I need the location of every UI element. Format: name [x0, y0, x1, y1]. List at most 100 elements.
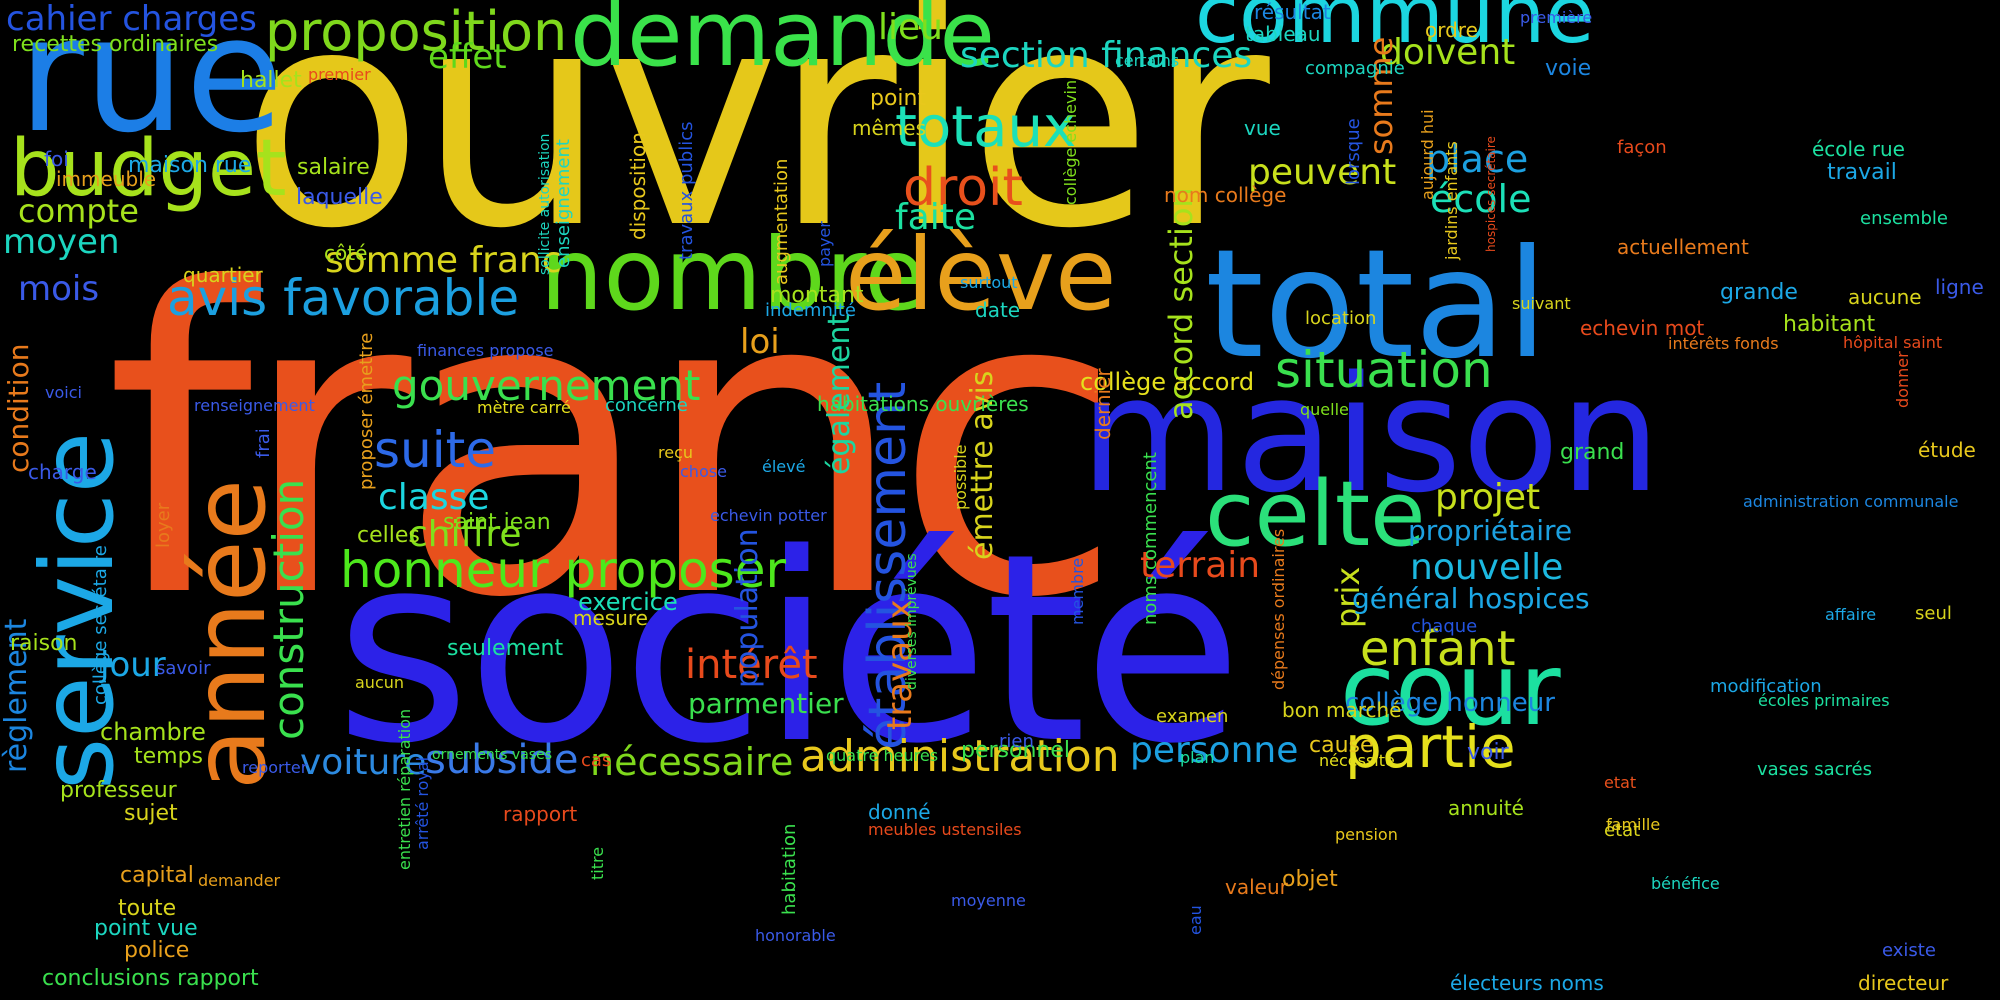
word: écoles primaires — [1758, 691, 1890, 710]
word: collège honneur — [1345, 688, 1555, 718]
word: hospices secrétaire — [1484, 136, 1498, 252]
word: travail — [1827, 160, 1897, 185]
word: vases sacrés — [1757, 759, 1872, 780]
word: place — [1426, 137, 1529, 181]
word: actuellement — [1617, 235, 1749, 259]
word: état — [1604, 820, 1641, 841]
word: franc — [105, 201, 1124, 690]
word: situation — [1275, 341, 1493, 399]
word: concerne — [605, 395, 688, 416]
word: payer — [815, 221, 834, 267]
word: résultat — [1254, 0, 1331, 24]
word: certains — [1115, 51, 1180, 70]
word: temps — [134, 744, 204, 769]
word: arrêté royal — [413, 756, 432, 850]
word: point vue — [94, 916, 198, 941]
word: voiture — [300, 742, 427, 783]
word: voie — [1545, 56, 1592, 81]
word: somme franc — [325, 240, 562, 281]
word: famille — [1606, 815, 1661, 834]
word: administration communale — [1743, 492, 1959, 511]
word: chambre — [100, 718, 206, 746]
word: lorsque — [1343, 118, 1364, 185]
word: moyenne — [951, 891, 1026, 910]
word: quelle — [1300, 400, 1349, 419]
word: echevin potter — [710, 506, 827, 525]
word: conclusions rapport — [42, 966, 259, 991]
word: finances propose — [417, 341, 554, 360]
word: maison rue — [128, 153, 252, 178]
word: annuité — [1448, 796, 1524, 820]
word: électeurs noms — [1450, 971, 1604, 995]
word: meubles ustensiles — [868, 820, 1022, 839]
word: objet — [1282, 867, 1338, 892]
word: rue — [18, 0, 284, 168]
word: proposition — [265, 0, 568, 63]
word: enseignement — [553, 139, 574, 268]
word: côté — [324, 241, 368, 265]
word: renseignement — [194, 396, 315, 415]
word: ouvrier — [240, 0, 1270, 294]
word: seul — [1915, 603, 1952, 624]
word: noms commencent — [1140, 452, 1161, 625]
word: peuvent — [1248, 152, 1397, 193]
word: cause — [1309, 733, 1374, 758]
word: école — [1430, 177, 1532, 221]
word: section finances — [960, 35, 1253, 76]
word: tableau — [1245, 22, 1321, 46]
word: existe — [1882, 940, 1936, 961]
word: entretien réparation — [395, 708, 414, 870]
word: reçu — [658, 443, 694, 462]
word: point — [870, 86, 927, 111]
word: examen — [1156, 706, 1229, 727]
word: hallet — [240, 68, 302, 93]
word: personnel — [961, 738, 1071, 763]
word: rapport — [503, 802, 578, 826]
word: intérêts fonds — [1668, 334, 1779, 353]
word: jardins enfants — [1442, 141, 1461, 260]
word: projet — [1435, 477, 1541, 518]
word: somme — [1362, 36, 1400, 155]
word: ligne — [1935, 275, 1984, 299]
word: ordre — [1425, 18, 1478, 42]
word: gouvernement — [392, 361, 701, 410]
word: pension — [1335, 825, 1398, 844]
word: habitant — [1783, 312, 1876, 337]
word: disposition — [626, 132, 650, 240]
word: mois — [18, 269, 100, 309]
word: dépenses ordinaires — [1269, 528, 1288, 690]
word: frai — [253, 428, 274, 458]
word: modification — [1710, 676, 1822, 697]
word: lieu — [878, 7, 943, 48]
word: nouvelle — [1410, 547, 1564, 588]
word: nécessaire — [590, 740, 794, 784]
word: collège accord — [1080, 368, 1255, 396]
word: diverses imprévues — [904, 553, 920, 690]
word: total — [1205, 218, 1548, 392]
word: habitations ouvrières — [817, 392, 1029, 416]
word: loi — [740, 322, 780, 362]
word: dernier — [1091, 368, 1115, 440]
word: echevin mot — [1580, 316, 1705, 340]
word: charge — [28, 460, 97, 484]
word: honneur proposer — [340, 541, 787, 599]
word: avis favorable — [167, 269, 520, 327]
word: chaque — [1411, 616, 1478, 637]
word: étude — [1918, 438, 1976, 462]
word: voir — [1467, 740, 1509, 765]
word: toute — [118, 896, 177, 921]
word: général hospices — [1352, 582, 1590, 615]
word: aujourd hui — [1418, 109, 1437, 200]
word: demande — [570, 0, 995, 87]
word: foi — [44, 147, 69, 171]
word: laquelle — [296, 185, 383, 210]
word: membre — [1068, 557, 1087, 625]
word: eau — [1186, 905, 1205, 935]
word: surtout — [960, 273, 1018, 292]
word: faite — [895, 197, 976, 238]
word: augmentation — [771, 158, 792, 285]
word: seulement — [447, 636, 564, 661]
word: premier — [308, 65, 371, 84]
word: parmentier — [688, 687, 844, 720]
word: recettes ordinaires — [12, 32, 219, 57]
